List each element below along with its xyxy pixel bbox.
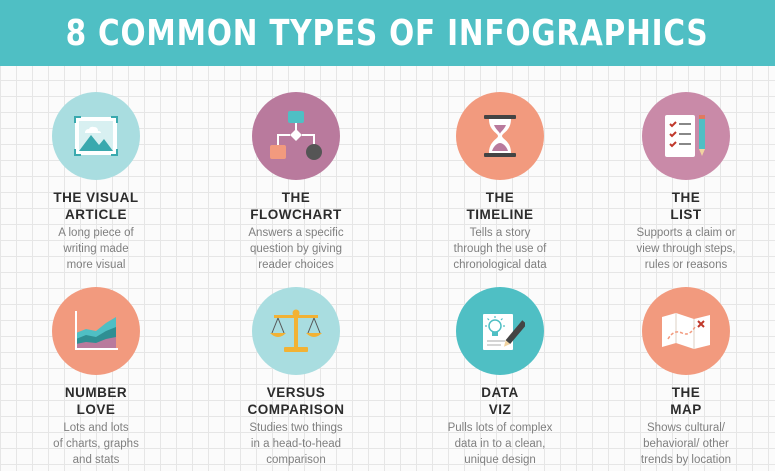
header-banner: 8 COMMON TYPES OF INFOGRAPHICS (0, 0, 775, 66)
type-description: Pulls lots of complex data in to a clean,… (447, 422, 553, 466)
type-description: A long piece of writing made more visual (58, 227, 134, 271)
type-title: VERSUS COMPARISON (247, 385, 345, 417)
scales-icon (268, 307, 324, 355)
icon-circle (252, 287, 340, 375)
icon-circle (642, 287, 730, 375)
type-title: THE LIST (670, 190, 702, 222)
checklist-icon (661, 111, 711, 161)
page-title: 8 COMMON TYPES OF INFOGRAPHICS (66, 12, 709, 54)
type-description: Supports a claim or view through steps, ru… (636, 227, 736, 271)
type-title: THE TIMELINE (466, 190, 534, 222)
icon-circle (252, 92, 340, 180)
type-title: THE FLOWCHART (250, 190, 342, 222)
type-map: THE MAP Shows cultural/behavioral/ other t… (596, 287, 775, 468)
map-icon (660, 311, 712, 351)
icon-circle (52, 287, 140, 375)
type-description: Studies two things in a head-to-head compa… (249, 422, 343, 466)
image-icon (71, 113, 121, 159)
type-title: NUMBER LOVE (64, 385, 128, 417)
type-timeline: THE TIMELINE Tells a story through the use… (410, 92, 590, 273)
lightbulb-sketch-icon (475, 308, 525, 354)
flowchart-icon (268, 109, 324, 163)
type-number-love: NUMBER LOVE Lots and lots of charts, graph… (6, 287, 186, 468)
type-description: Shows cultural/behavioral/ other trends b… (640, 422, 732, 466)
type-flowchart: THE FLOWCHART Answers a specific question … (206, 92, 386, 273)
icon-circle (456, 287, 544, 375)
icon-circle (456, 92, 544, 180)
icon-circle (52, 92, 140, 180)
type-title: THE MAP (670, 385, 702, 417)
type-visual-article: THE VISUAL ARTICLE A long piece of writing… (6, 92, 186, 273)
type-data-viz: DATA VIZ Pulls lots of complex data in to … (410, 287, 590, 468)
type-versus-comparison: VERSUS COMPARISON Studies two things in a … (206, 287, 386, 468)
type-title: THE VISUAL ARTICLE (53, 190, 139, 222)
type-title: DATA VIZ (481, 385, 519, 417)
type-description: Lots and lots of charts, graphs and stats (53, 422, 139, 466)
hourglass-icon (482, 113, 518, 159)
type-description: Tells a story through the use of chronolog… (453, 227, 547, 271)
icon-circle (642, 92, 730, 180)
type-list: THE LIST Supports a claim or view through … (596, 92, 775, 273)
area-chart-icon (72, 309, 120, 353)
type-description: Answers a specific question by giving read… (248, 227, 344, 271)
